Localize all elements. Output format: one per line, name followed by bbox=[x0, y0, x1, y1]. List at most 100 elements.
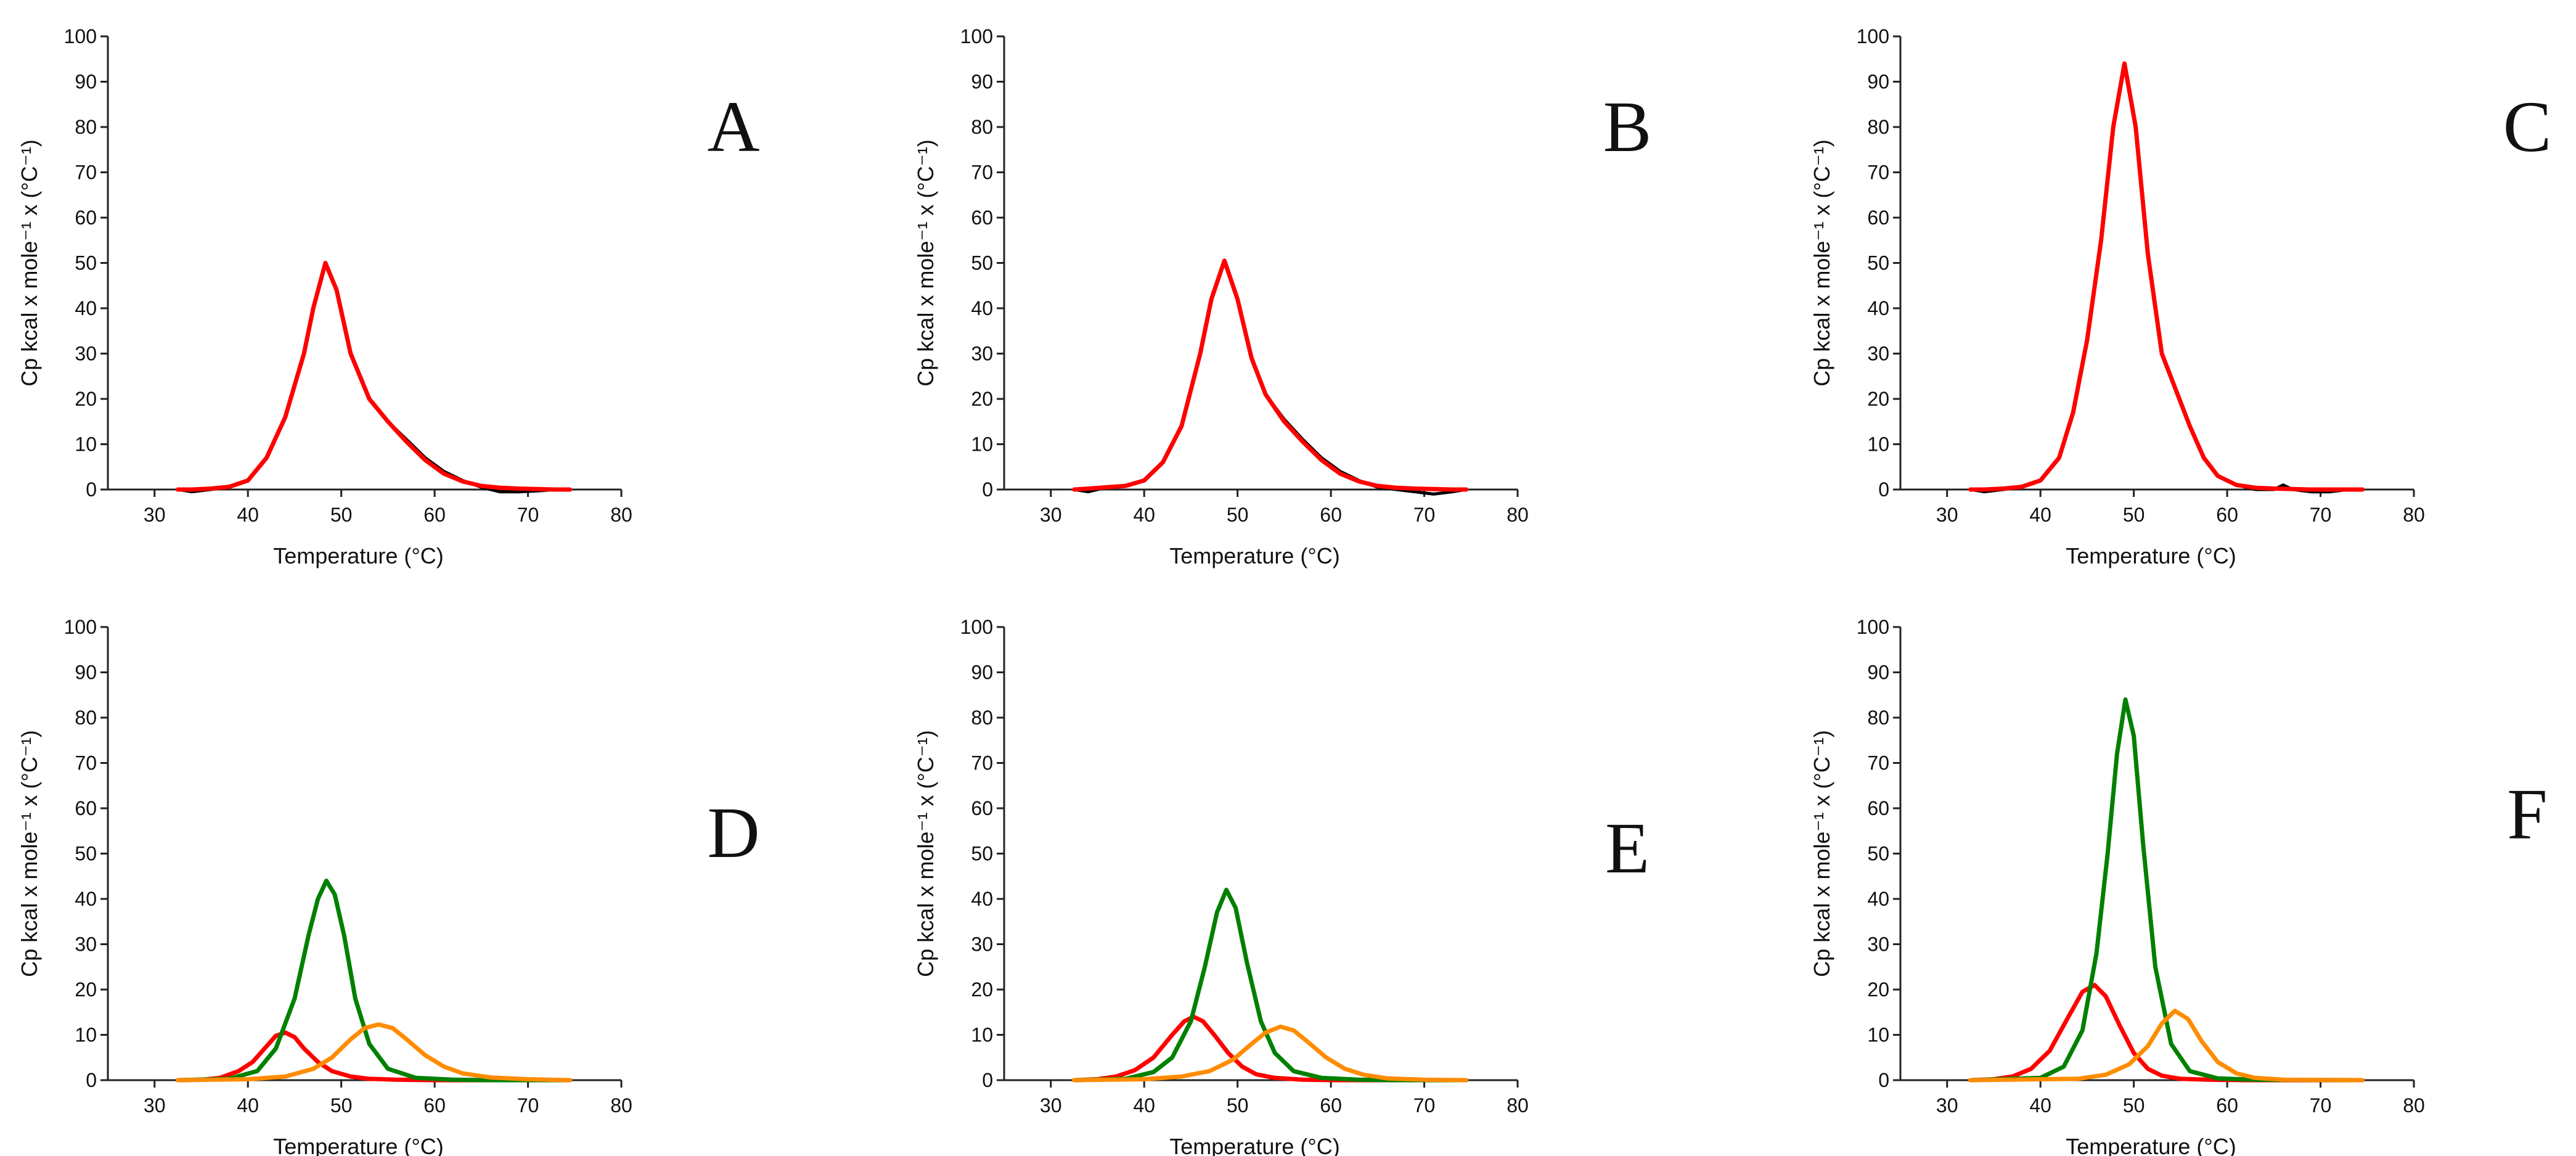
y-tick-label: 20 bbox=[1867, 388, 1889, 410]
x-tick-label: 50 bbox=[2123, 504, 2145, 526]
y-tick-label: 40 bbox=[75, 297, 97, 319]
y-tick-label: 20 bbox=[75, 388, 97, 410]
y-tick-label: 100 bbox=[960, 616, 993, 638]
y-tick-label: 80 bbox=[75, 116, 97, 138]
x-tick-label: 50 bbox=[330, 504, 353, 526]
panel-letter: E bbox=[1605, 808, 1650, 888]
x-tick-label: 40 bbox=[2029, 1094, 2051, 1117]
panel-letter: B bbox=[1603, 86, 1652, 167]
panel-f: 0 10 20 30 40 50 60 70 80 90 100 30 40 50 60 70 80 Temper… bbox=[1809, 616, 2548, 1156]
x-tick-label: 40 bbox=[237, 1094, 259, 1117]
y-tick-label: 100 bbox=[960, 25, 993, 47]
x-axis-title: Temperature (°C) bbox=[1169, 543, 1339, 568]
y-tick-label: 80 bbox=[75, 707, 97, 729]
panel-c: 0 10 20 30 40 50 60 70 80 90 100 30 40 50 60 70 80 Temper… bbox=[1809, 25, 2551, 568]
series-line-2 bbox=[1968, 1009, 2365, 1083]
panel-e: 0 10 20 30 40 50 60 70 80 90 100 30 40 50 60 70 80 Temper… bbox=[913, 616, 1650, 1156]
y-tick-label: 50 bbox=[971, 843, 993, 865]
y-tick-label: 60 bbox=[971, 797, 993, 819]
axes-frame bbox=[107, 36, 621, 491]
y-tick-label: 30 bbox=[971, 343, 993, 365]
series-line-2 bbox=[1072, 1024, 1469, 1083]
x-tick-label: 80 bbox=[2403, 504, 2425, 526]
x-tick-label: 30 bbox=[144, 1094, 166, 1117]
y-tick-label: 30 bbox=[971, 933, 993, 956]
y-tick-label: 100 bbox=[64, 616, 97, 638]
y-axis-title: Cp kcal x mole⁻¹ x (°C⁻¹) bbox=[17, 139, 42, 386]
x-tick-label: 50 bbox=[1227, 1094, 1249, 1117]
series-line-0 bbox=[1072, 1014, 1469, 1083]
y-tick-label: 100 bbox=[1857, 25, 1889, 47]
y-tick-label: 40 bbox=[1867, 297, 1889, 319]
x-tick-label: 70 bbox=[2310, 1094, 2332, 1117]
x-tick-label: 40 bbox=[2029, 504, 2051, 526]
x-tick-label: 30 bbox=[1040, 1094, 1062, 1117]
y-tick-label: 20 bbox=[971, 388, 993, 410]
y-tick-label: 70 bbox=[971, 752, 993, 774]
y-tick-label: 70 bbox=[1867, 752, 1889, 774]
axes-frame bbox=[1899, 36, 2414, 491]
y-tick-label: 0 bbox=[86, 1069, 97, 1091]
y-tick-label: 60 bbox=[1867, 207, 1889, 229]
y-tick-label: 60 bbox=[75, 207, 97, 229]
x-tick-label: 30 bbox=[1040, 504, 1062, 526]
y-axis-title: Cp kcal x mole⁻¹ x (°C⁻¹) bbox=[913, 730, 938, 977]
x-tick-label: 70 bbox=[1413, 504, 1436, 526]
x-tick-label: 30 bbox=[144, 504, 166, 526]
series-line-1 bbox=[1072, 887, 1469, 1083]
x-axis-title: Temperature (°C) bbox=[1169, 1134, 1339, 1156]
series-line-0 bbox=[1969, 62, 2365, 494]
y-tick-label: 90 bbox=[1867, 662, 1889, 684]
y-tick-label: 90 bbox=[1867, 71, 1889, 93]
x-tick-label: 80 bbox=[610, 504, 632, 526]
y-tick-label: 0 bbox=[86, 478, 97, 501]
y-tick-label: 10 bbox=[75, 433, 97, 456]
y-tick-label: 70 bbox=[1867, 162, 1889, 184]
y-tick-label: 60 bbox=[75, 797, 97, 819]
x-tick-label: 70 bbox=[2310, 504, 2332, 526]
x-tick-label: 40 bbox=[1133, 504, 1155, 526]
y-tick-label: 50 bbox=[75, 252, 97, 274]
y-tick-label: 70 bbox=[75, 162, 97, 184]
x-tick-label: 50 bbox=[330, 1094, 353, 1117]
panel-a: 0 10 20 30 40 50 60 70 80 90 100 30 40 50 60 70 80 Temper… bbox=[17, 25, 760, 568]
axes-frame bbox=[1003, 36, 1518, 491]
series-line-1 bbox=[1072, 258, 1469, 492]
y-tick-label: 0 bbox=[1878, 1069, 1889, 1091]
axes-frame bbox=[107, 627, 621, 1081]
x-axis-title: Temperature (°C) bbox=[2066, 1134, 2236, 1156]
panel-letter: A bbox=[707, 86, 759, 167]
x-tick-label: 60 bbox=[1320, 1094, 1342, 1117]
x-tick-label: 80 bbox=[2403, 1094, 2425, 1117]
y-tick-label: 70 bbox=[971, 162, 993, 184]
y-tick-label: 10 bbox=[971, 1024, 993, 1046]
y-tick-label: 10 bbox=[1867, 1024, 1889, 1046]
y-tick-label: 40 bbox=[1867, 888, 1889, 910]
y-tick-label: 60 bbox=[971, 207, 993, 229]
y-tick-label: 100 bbox=[64, 25, 97, 47]
x-tick-label: 70 bbox=[517, 1094, 539, 1117]
x-axis-title: Temperature (°C) bbox=[273, 1134, 443, 1156]
y-tick-label: 60 bbox=[1867, 797, 1889, 819]
y-axis-title: Cp kcal x mole⁻¹ x (°C⁻¹) bbox=[913, 139, 938, 386]
y-tick-label: 80 bbox=[971, 707, 993, 729]
y-tick-label: 80 bbox=[1867, 116, 1889, 138]
y-tick-label: 50 bbox=[1867, 843, 1889, 865]
series-line-1 bbox=[1968, 61, 2365, 492]
series-line-1 bbox=[1968, 697, 2365, 1083]
y-axis-title: Cp kcal x mole⁻¹ x (°C⁻¹) bbox=[1809, 139, 1834, 386]
y-tick-label: 10 bbox=[1867, 433, 1889, 456]
x-tick-label: 40 bbox=[1133, 1094, 1155, 1117]
x-tick-label: 60 bbox=[423, 1094, 446, 1117]
x-tick-label: 60 bbox=[423, 504, 446, 526]
series-line-0 bbox=[1073, 259, 1468, 496]
x-tick-label: 80 bbox=[1507, 1094, 1529, 1117]
series-line-0 bbox=[176, 1030, 573, 1083]
y-axis-title: Cp kcal x mole⁻¹ x (°C⁻¹) bbox=[17, 730, 42, 977]
panel-b: 0 10 20 30 40 50 60 70 80 90 100 30 40 50 60 70 80 Temper… bbox=[913, 25, 1651, 568]
x-tick-label: 80 bbox=[610, 1094, 632, 1117]
x-tick-label: 30 bbox=[1936, 504, 1958, 526]
y-tick-label: 80 bbox=[1867, 707, 1889, 729]
